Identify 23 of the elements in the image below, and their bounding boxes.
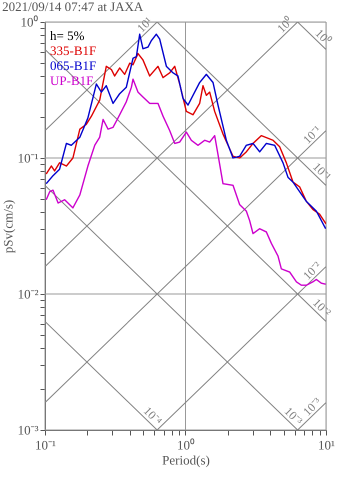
- y-tick-label: 10⁻²: [18, 286, 39, 302]
- x-tick-label: 10⁻¹: [35, 438, 56, 452]
- text: 10⁻¹: [310, 160, 334, 184]
- y-tick-label: 10⁻¹: [18, 150, 39, 166]
- text: 10⁻⁴: [140, 404, 165, 428]
- series-label: 335-B1F: [50, 43, 96, 58]
- text: 10⁻²: [300, 258, 324, 283]
- text: 10⁻³: [300, 394, 324, 419]
- y-tick-label: 10⁰: [20, 14, 38, 30]
- x-axis-title: Period(s): [162, 452, 210, 468]
- text: 10⁰: [274, 14, 296, 36]
- text: 10⁻¹: [300, 122, 324, 147]
- x-tick-label: 10¹: [318, 438, 336, 452]
- text: 10¹: [134, 14, 156, 36]
- y-axis-title: pSv(cm/s): [0, 200, 16, 254]
- text: 10⁰: [312, 26, 334, 48]
- text: UP-B1F: [50, 73, 94, 88]
- series-label: 065-B1F: [50, 58, 96, 73]
- chart-title: 2021/09/14 07:47 at JAXA: [2, 0, 144, 14]
- x-tick-label: 10⁰: [177, 438, 195, 452]
- y-tick-label: 10⁻³: [18, 422, 39, 438]
- text: 10⁻²: [310, 296, 334, 320]
- annotation: h= 5%: [50, 28, 85, 43]
